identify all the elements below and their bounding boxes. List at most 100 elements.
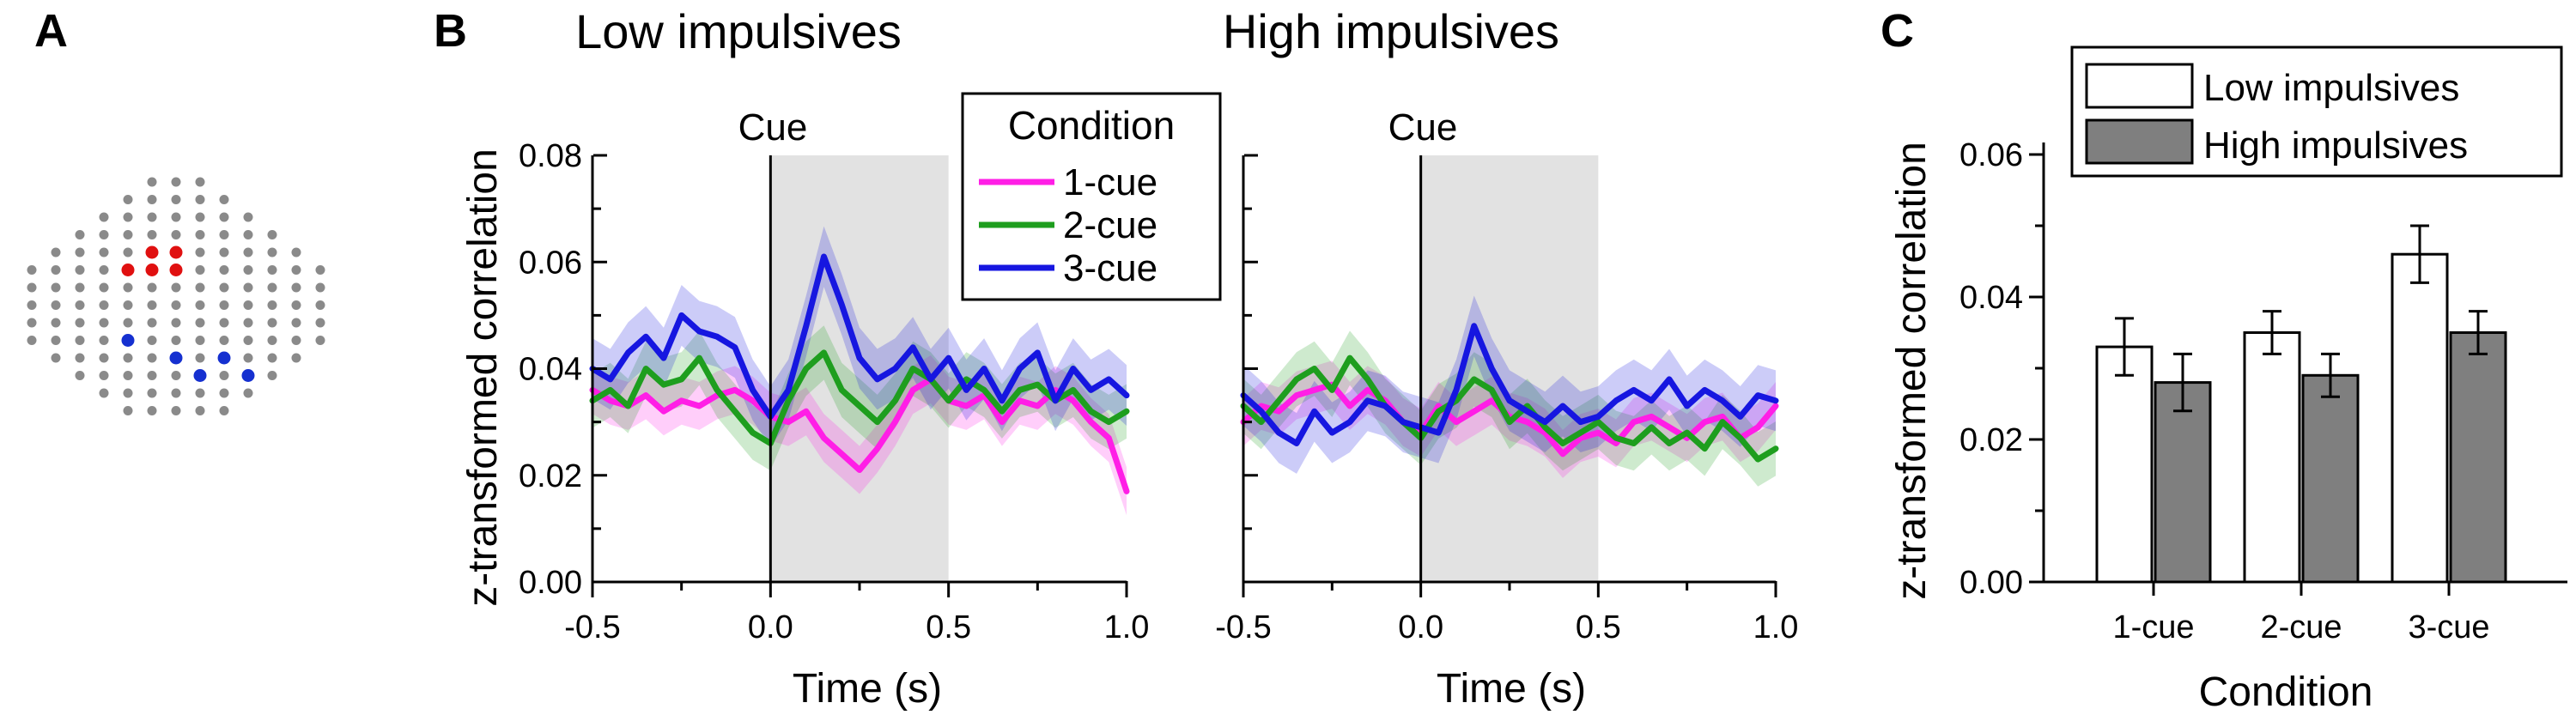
- electrode-dot: [219, 230, 229, 239]
- electrode-dot: [75, 282, 85, 293]
- electrode-dot: [291, 247, 301, 258]
- electrode-dot: [99, 353, 109, 363]
- electrode-dot: [123, 195, 133, 204]
- electrode-dot: [267, 300, 277, 310]
- low-impulsives-xlabel: Time (s): [793, 666, 942, 712]
- panel-b-ylabel: z-transformed correlation: [460, 148, 506, 607]
- electrode-dot-selected-frontal: [169, 264, 183, 276]
- electrode-dot: [195, 282, 205, 293]
- electrode-dot: [75, 300, 85, 310]
- bar-high-impulsives-1-cue: [2154, 381, 2212, 584]
- electrode-dot: [243, 230, 253, 239]
- electrode-dot: [147, 371, 157, 380]
- high-x-tick-label: 0.0: [1398, 609, 1443, 645]
- electrode-dot: [219, 336, 229, 345]
- electrode-dot: [315, 336, 325, 345]
- electrode-dot: [147, 336, 157, 345]
- high-x-tick-label: 1.0: [1753, 609, 1799, 645]
- cue-label-high: Cue: [1388, 106, 1458, 148]
- bar-y-tick-label: 0.04: [1959, 280, 2023, 316]
- electrode-dot-selected-frontal: [121, 264, 135, 276]
- electrode-dot: [243, 265, 253, 275]
- electrode-dot: [219, 406, 229, 415]
- panel-c-letter: C: [1880, 5, 1914, 57]
- electrode-dot: [219, 265, 229, 275]
- electrode-dot: [195, 300, 205, 310]
- electrode-dot: [171, 371, 181, 380]
- electrode-dot: [267, 318, 277, 328]
- electrode-dot: [75, 371, 85, 380]
- low-line-3-cue: [589, 253, 1130, 420]
- category-label-1-cue: 1-cue: [2112, 609, 2194, 645]
- electrode-dot-selected-posterior: [169, 351, 183, 365]
- electrode-dot: [195, 212, 205, 222]
- electrode-dot-selected-frontal: [145, 264, 159, 276]
- electrode-dot: [195, 406, 205, 415]
- electrode-dot: [75, 318, 85, 328]
- y-tick-label: 0.06: [519, 245, 582, 281]
- category-label-3-cue: 3-cue: [2408, 609, 2489, 645]
- low-impulsives-title: Low impulsives: [575, 4, 902, 58]
- electrode-dot: [195, 247, 205, 258]
- electrode-dot: [219, 318, 229, 328]
- electrode-dot: [315, 265, 325, 275]
- electrode-dot-selected-frontal: [145, 245, 159, 259]
- electrode-dot: [171, 406, 181, 415]
- electrode-dot: [51, 353, 61, 363]
- high-line-2-cue: [1240, 354, 1779, 463]
- low-response-window: [770, 155, 949, 582]
- high-x-tick-label: 0.5: [1576, 609, 1621, 645]
- electrode-dot: [51, 336, 61, 345]
- electrode-dot: [243, 282, 253, 293]
- y-tick-label: 0.02: [519, 458, 582, 494]
- electrode-dot: [171, 212, 181, 222]
- low-line-2-cue: [589, 349, 1130, 446]
- electrode-dot: [51, 300, 61, 310]
- low-impulsives-plot: Low impulsives 0.00 0.02 0.04 0.06 0.08 -0.5 0…: [519, 4, 1222, 712]
- electrode-dot: [195, 388, 205, 398]
- electrode-dot: [195, 318, 205, 328]
- electrode-dot: [27, 300, 37, 310]
- electrode-dot: [219, 247, 229, 258]
- high-impulsives-plot: High impulsives -0.5 0.0 0.5 1.0 Cue Time (…: [1215, 4, 1798, 712]
- legend-swatch-high-impulsives: [2085, 118, 2194, 165]
- electrode-dot: [27, 318, 37, 328]
- electrode-dot: [147, 282, 157, 293]
- electrode-dot: [99, 212, 109, 222]
- high-band-2-cue: [1243, 330, 1776, 487]
- panel-b: B z-transformed correlation Low impulsiv…: [434, 4, 1798, 712]
- bar-low-impulsives-1-cue: [2095, 345, 2154, 584]
- electrode-dot: [291, 300, 301, 310]
- bar-low-impulsives-2-cue: [2243, 331, 2301, 584]
- electrode-dot: [123, 230, 133, 239]
- electrode-map: [27, 177, 325, 415]
- electrode-dot: [171, 318, 181, 328]
- bar-y-tick-label: 0.06: [1959, 137, 2023, 173]
- electrode-dot: [123, 353, 133, 363]
- bar-y-tick-label: 0.00: [1959, 565, 2023, 601]
- electrode-dot: [243, 300, 253, 310]
- high-impulsives-xlabel: Time (s): [1437, 666, 1586, 712]
- legend-label-low-impulsives: Low impulsives: [2203, 67, 2459, 109]
- category-label-2-cue: 2-cue: [2260, 609, 2342, 645]
- electrode-dot: [195, 177, 205, 187]
- electrode-dot: [99, 300, 109, 310]
- legend-label-high-impulsives: High impulsives: [2203, 124, 2468, 167]
- electrode-dot: [123, 371, 133, 380]
- electrode-dot-selected-posterior: [241, 369, 255, 382]
- panel-a: A: [27, 5, 325, 415]
- electrode-dot: [267, 353, 277, 363]
- electrode-dot: [123, 318, 133, 328]
- electrode-dot: [195, 195, 205, 204]
- electrode-dot: [315, 318, 325, 328]
- electrode-dot: [99, 282, 109, 293]
- low-band-3-cue: [592, 226, 1127, 447]
- bar-y-tick-label: 0.02: [1959, 422, 2023, 458]
- electrode-dot: [99, 247, 109, 258]
- electrode-dot: [147, 318, 157, 328]
- electrode-dot: [123, 406, 133, 415]
- electrode-dot: [171, 300, 181, 310]
- bar-low-impulsives-3-cue: [2391, 252, 2449, 584]
- electrode-dot: [75, 247, 85, 258]
- electrode-dot-selected-posterior: [121, 334, 135, 347]
